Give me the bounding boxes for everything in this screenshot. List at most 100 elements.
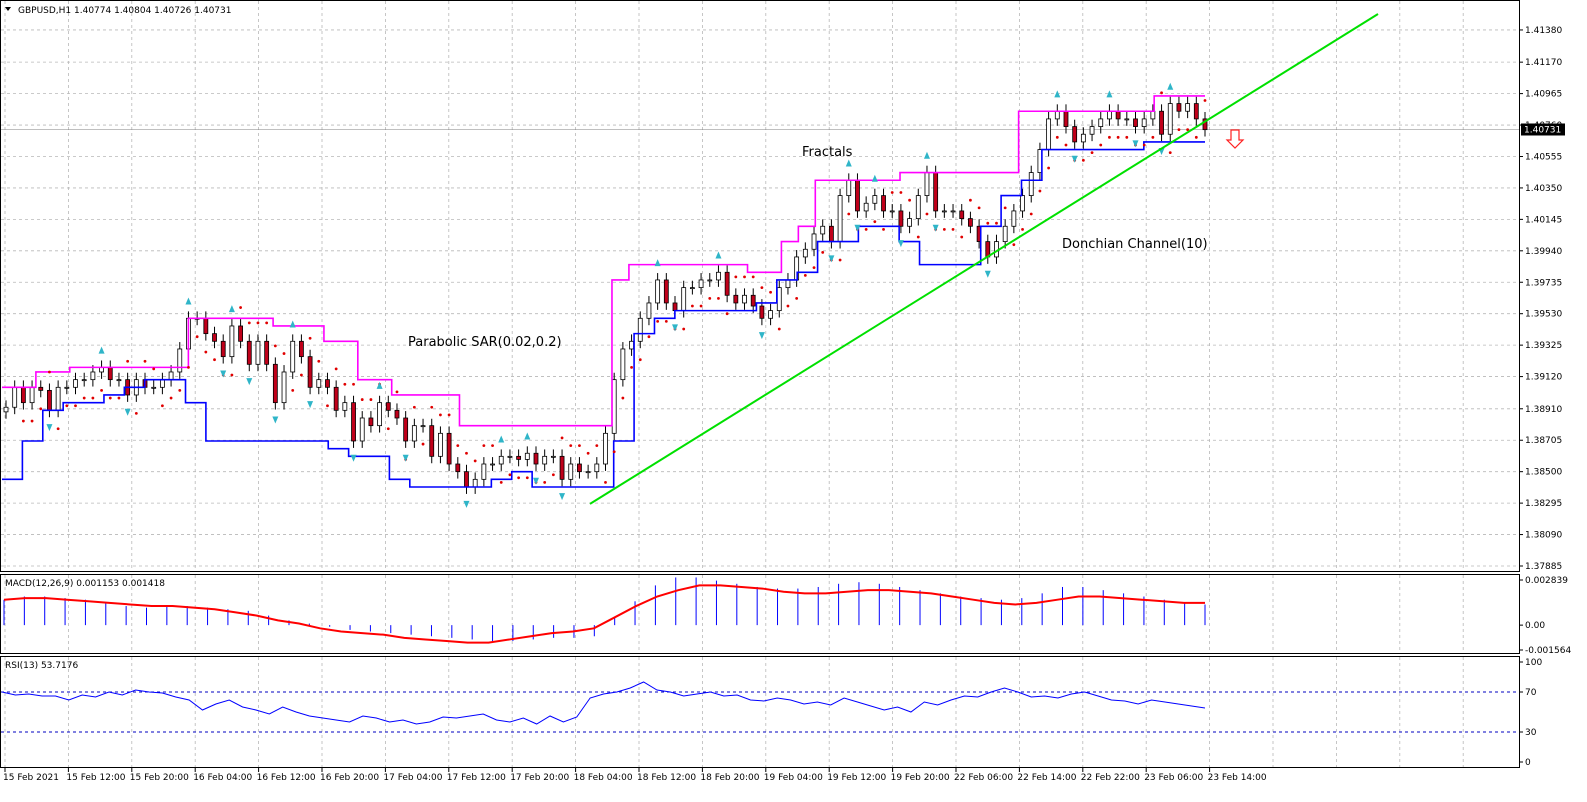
- fractal-up-marker: [923, 151, 930, 159]
- sar-dot: [1021, 227, 1024, 231]
- sar-dot: [812, 266, 816, 270]
- candle-body: [941, 210, 947, 213]
- sar-dot: [908, 198, 911, 202]
- sar-dot: [621, 396, 625, 400]
- sar-dot: [1177, 128, 1181, 132]
- candle-body: [1002, 225, 1008, 243]
- candle-body: [681, 287, 687, 312]
- candle-body: [498, 455, 504, 465]
- sar-dot: [230, 373, 234, 377]
- price-tick-label: 1.37885: [1525, 562, 1562, 572]
- candle-body: [1046, 118, 1052, 150]
- candle-body: [629, 340, 634, 350]
- fractal-down-marker: [532, 477, 539, 485]
- candle-body: [377, 402, 383, 427]
- sar-dot: [743, 275, 746, 279]
- time-label: 18 Feb 04:00: [574, 773, 633, 783]
- fractal-down-marker: [46, 424, 53, 432]
- sar-dot: [82, 396, 86, 400]
- fractal-down-marker: [1071, 155, 1078, 163]
- candle-body: [733, 294, 739, 304]
- candle-body: [872, 195, 878, 204]
- candle-body: [811, 233, 817, 250]
- candle-body: [81, 379, 87, 382]
- annotation-parabolic-sar: Parabolic SAR(0.02,0.2): [408, 335, 562, 350]
- trendline: [589, 13, 1379, 505]
- candle-body: [64, 386, 70, 389]
- candle-body: [490, 463, 495, 466]
- candle-body: [672, 302, 678, 312]
- rsi-layer: [1, 681, 1519, 733]
- sar-dot: [760, 286, 764, 290]
- time-label: 22 Feb 06:00: [954, 773, 1013, 783]
- sar-dot: [890, 191, 894, 194]
- fractal-up-marker: [228, 305, 235, 313]
- sar-dot: [1047, 166, 1051, 170]
- sar-dot: [317, 359, 321, 363]
- sar-dot: [803, 273, 807, 277]
- candle-body: [585, 471, 591, 474]
- candle-body: [1150, 110, 1156, 120]
- candle-body: [889, 210, 895, 213]
- candle-body: [394, 409, 400, 419]
- candle-body: [855, 179, 860, 212]
- fractal-up-marker: [654, 259, 661, 267]
- sar-dot: [1125, 135, 1129, 139]
- sar-dot: [1090, 151, 1094, 155]
- sar-dot: [551, 473, 555, 477]
- candle-body: [316, 379, 322, 388]
- collapse-triangle-icon[interactable]: [5, 7, 11, 11]
- time-label: 23 Feb 06:00: [1144, 773, 1203, 783]
- candle-body: [524, 452, 530, 460]
- candle-body: [342, 402, 348, 411]
- fractal-down-marker: [854, 224, 861, 232]
- price-tick-label: 1.39325: [1525, 341, 1562, 351]
- sar-dot: [334, 367, 338, 371]
- candle-body: [47, 389, 52, 411]
- sar-dot: [143, 359, 147, 363]
- macd-tick-label: -0.001564: [1525, 646, 1571, 656]
- rsi-pane: [0, 656, 1520, 768]
- fractal-up-marker: [98, 346, 105, 354]
- price-tick-label: 1.38090: [1525, 531, 1562, 541]
- candle-body: [20, 386, 26, 404]
- fractal-down-marker: [932, 224, 939, 232]
- candle-body: [1080, 133, 1086, 143]
- time-label: 15 Feb 20:00: [130, 773, 189, 783]
- fractal-up-marker: [289, 320, 296, 328]
- sar-dot: [734, 275, 738, 279]
- sar-dot: [578, 444, 581, 447]
- candle-body: [507, 455, 513, 458]
- sar-dot: [647, 335, 651, 339]
- candle-body: [307, 356, 313, 388]
- sar-dot: [308, 336, 312, 340]
- sar-dot: [751, 275, 755, 279]
- fractal-down-marker: [307, 401, 314, 409]
- candle-body: [759, 305, 765, 319]
- candle-body: [915, 195, 921, 220]
- sar-dot: [178, 388, 182, 392]
- candle-body: [655, 279, 661, 304]
- candle-body: [577, 463, 582, 473]
- time-label: 16 Feb 20:00: [320, 773, 379, 783]
- sar-dot: [664, 319, 668, 323]
- candle-body: [1176, 103, 1182, 112]
- fractal-down-marker: [350, 454, 357, 462]
- symbol-header: GBPUSD,H1 1.40774 1.40804 1.40726 1.4073…: [18, 6, 231, 16]
- candle-body: [107, 366, 113, 381]
- current-price-box: [1521, 123, 1565, 136]
- sar-dot: [995, 221, 998, 225]
- time-label: 19 Feb 20:00: [891, 773, 950, 783]
- candle-body: [220, 340, 226, 358]
- candle-body: [1141, 118, 1147, 127]
- sar-dot: [977, 206, 981, 210]
- price-tick-label: 1.38705: [1525, 436, 1562, 446]
- sar-dot: [204, 350, 208, 354]
- fractal-up-marker: [185, 297, 192, 305]
- candle-body: [177, 348, 183, 373]
- sar-dot: [247, 321, 251, 325]
- macd-label: MACD(12,26,9) 0.001153 0.001418: [5, 579, 165, 589]
- sar-dot: [1055, 135, 1059, 139]
- candle-body: [1159, 110, 1164, 135]
